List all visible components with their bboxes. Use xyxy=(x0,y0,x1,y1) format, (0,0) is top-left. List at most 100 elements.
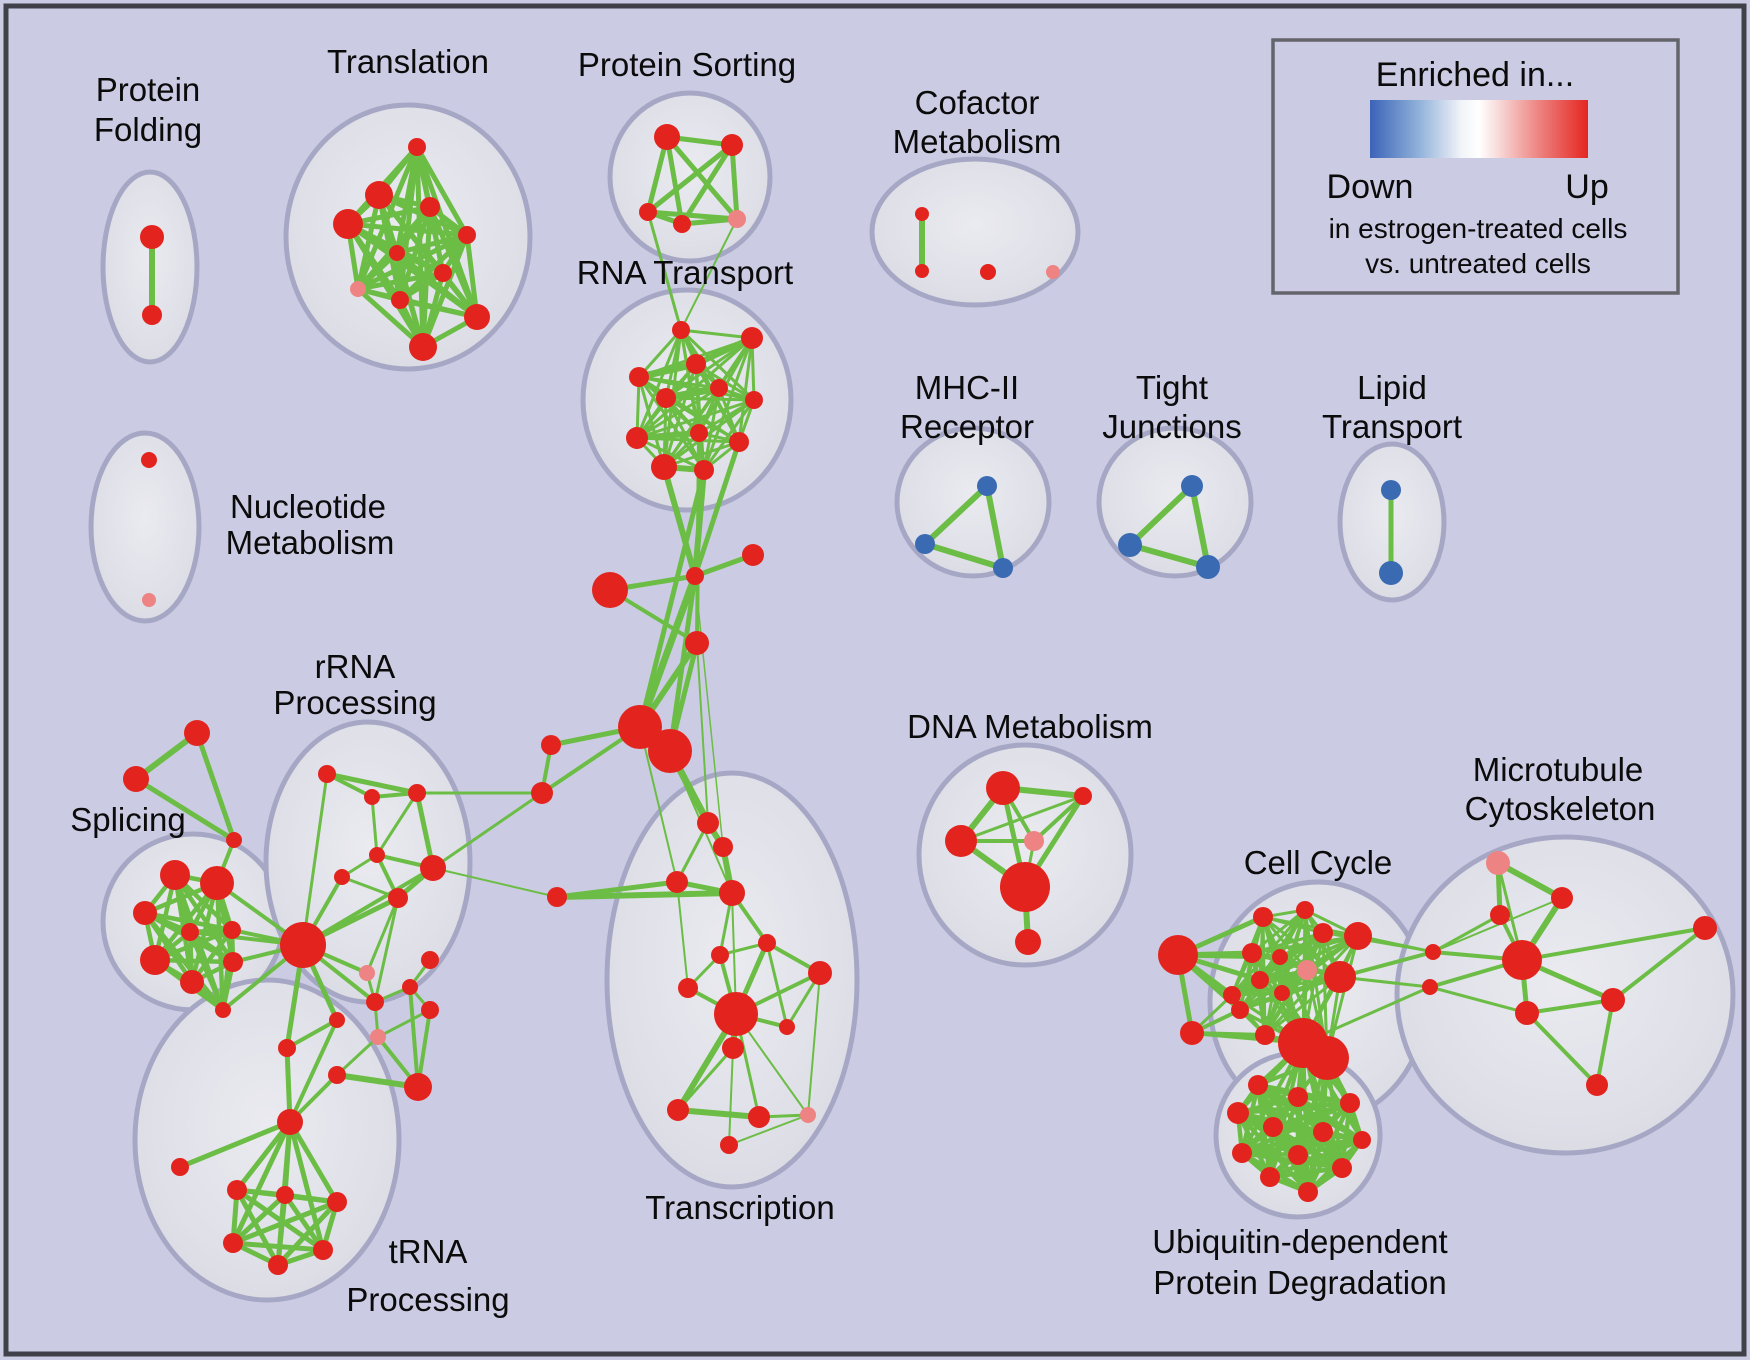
node-tn_h[interactable] xyxy=(277,1109,303,1135)
node-L1[interactable] xyxy=(547,887,567,907)
node-mm6[interactable] xyxy=(370,1029,386,1045)
node-tl3[interactable] xyxy=(420,197,440,217)
node-pf2[interactable] xyxy=(142,305,162,325)
node-spt2[interactable] xyxy=(123,766,149,792)
node-rt9[interactable] xyxy=(690,424,708,442)
node-mcx1[interactable] xyxy=(1425,944,1441,960)
node-cf3[interactable] xyxy=(980,264,996,280)
node-mc7[interactable] xyxy=(1693,916,1717,940)
node-tl11[interactable] xyxy=(409,333,437,361)
node-tl7[interactable] xyxy=(434,264,452,282)
node-ub4[interactable] xyxy=(1227,1102,1249,1124)
node-tr8[interactable] xyxy=(678,978,698,998)
node-tr6[interactable] xyxy=(758,934,776,952)
node-mc2[interactable] xyxy=(1551,887,1573,909)
node-sp7[interactable] xyxy=(180,970,204,994)
node-rr2[interactable] xyxy=(364,789,380,805)
node-sp2[interactable] xyxy=(200,866,234,900)
node-mh1[interactable] xyxy=(977,476,997,496)
node-mm3[interactable] xyxy=(402,979,418,995)
node-tr2[interactable] xyxy=(713,837,733,857)
node-cc5[interactable] xyxy=(1242,943,1262,963)
node-mid1[interactable] xyxy=(592,572,628,608)
node-tl10[interactable] xyxy=(464,304,490,330)
node-tn5[interactable] xyxy=(313,1240,333,1260)
node-ps2[interactable] xyxy=(721,134,743,156)
node-cc1[interactable] xyxy=(1253,907,1273,927)
node-mm2[interactable] xyxy=(366,993,384,1011)
node-nm1[interactable] xyxy=(141,452,157,468)
node-sp5[interactable] xyxy=(223,921,241,939)
node-sp4[interactable] xyxy=(181,923,199,941)
node-tr4[interactable] xyxy=(719,880,745,906)
node-cc9[interactable] xyxy=(1251,971,1269,989)
node-cc11[interactable] xyxy=(1223,986,1241,1004)
node-mid3[interactable] xyxy=(742,544,764,566)
node-tr9[interactable] xyxy=(714,992,758,1036)
node-mid8[interactable] xyxy=(531,782,553,804)
node-tr7[interactable] xyxy=(808,961,832,985)
node-lt2[interactable] xyxy=(1379,561,1403,585)
node-tl9[interactable] xyxy=(391,291,409,309)
node-tl4[interactable] xyxy=(333,209,363,239)
node-pf1[interactable] xyxy=(140,225,164,249)
node-ccH2[interactable] xyxy=(1305,1036,1349,1080)
node-mid5[interactable] xyxy=(618,705,662,749)
node-dn3[interactable] xyxy=(945,825,977,857)
node-rr1[interactable] xyxy=(318,765,336,783)
node-cc3[interactable] xyxy=(1313,923,1333,943)
node-ps4[interactable] xyxy=(673,215,691,233)
node-rt1[interactable] xyxy=(672,321,690,339)
node-rt7[interactable] xyxy=(745,391,763,409)
node-ub11[interactable] xyxy=(1260,1167,1280,1187)
node-mm5[interactable] xyxy=(421,1001,439,1019)
node-rr8[interactable] xyxy=(280,922,326,968)
node-dn5[interactable] xyxy=(1000,862,1050,912)
node-sp8[interactable] xyxy=(223,952,243,972)
node-ps3[interactable] xyxy=(639,203,657,221)
node-sp1[interactable] xyxy=(160,860,190,890)
node-tn3[interactable] xyxy=(327,1192,347,1212)
node-mid4[interactable] xyxy=(685,631,709,655)
node-mm4[interactable] xyxy=(421,951,439,969)
node-tn4[interactable] xyxy=(223,1233,243,1253)
node-cc6[interactable] xyxy=(1272,949,1288,965)
node-spt3[interactable] xyxy=(226,832,242,848)
node-tr5[interactable] xyxy=(711,946,729,964)
node-cc10[interactable] xyxy=(1274,985,1290,1001)
node-sp3[interactable] xyxy=(133,901,157,925)
node-cc12[interactable] xyxy=(1231,1001,1249,1019)
node-mc4[interactable] xyxy=(1502,940,1542,980)
node-rr7[interactable] xyxy=(388,888,408,908)
node-mc5[interactable] xyxy=(1601,988,1625,1012)
node-ub5[interactable] xyxy=(1263,1117,1283,1137)
node-sp9[interactable] xyxy=(215,1002,231,1018)
node-ub3[interactable] xyxy=(1340,1093,1360,1113)
node-mm8[interactable] xyxy=(404,1073,432,1101)
node-dn1[interactable] xyxy=(986,771,1020,805)
node-cc13[interactable] xyxy=(1255,1025,1275,1045)
node-mh3[interactable] xyxy=(993,558,1013,578)
node-tr14[interactable] xyxy=(800,1107,816,1123)
node-tl5[interactable] xyxy=(458,226,476,244)
node-rt11[interactable] xyxy=(651,454,677,480)
node-sp6[interactable] xyxy=(140,945,170,975)
node-cf2[interactable] xyxy=(915,264,929,278)
node-ub12[interactable] xyxy=(1298,1182,1318,1202)
node-cc4[interactable] xyxy=(1344,922,1372,950)
node-tj2[interactable] xyxy=(1118,533,1142,557)
node-dn6[interactable] xyxy=(1015,929,1041,955)
node-cf1[interactable] xyxy=(915,207,929,221)
node-mh2[interactable] xyxy=(915,534,935,554)
node-ub7[interactable] xyxy=(1353,1131,1371,1149)
node-ub6[interactable] xyxy=(1313,1122,1333,1142)
node-ccB[interactable] xyxy=(1158,935,1198,975)
node-tr3[interactable] xyxy=(666,871,688,893)
node-mc6[interactable] xyxy=(1515,1001,1539,1025)
node-lt1[interactable] xyxy=(1381,480,1401,500)
node-cf4[interactable] xyxy=(1046,265,1060,279)
node-rr3[interactable] xyxy=(408,784,426,802)
node-rt10[interactable] xyxy=(729,432,749,452)
node-dn4[interactable] xyxy=(1024,831,1044,851)
node-mid2[interactable] xyxy=(686,567,704,585)
